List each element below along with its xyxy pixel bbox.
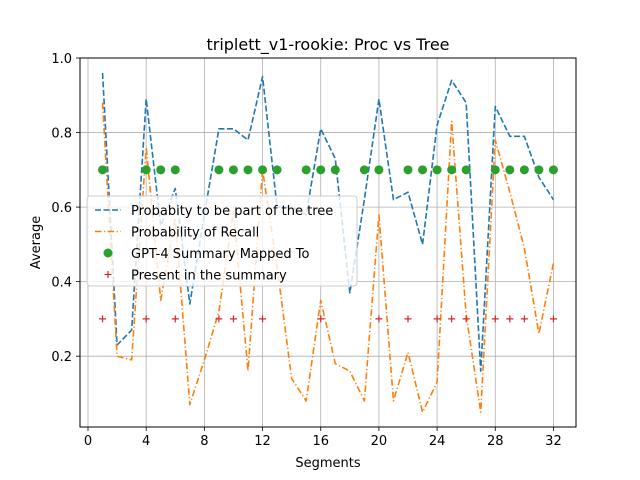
legend-box xyxy=(86,195,358,287)
series-line xyxy=(101,72,555,372)
y-tick-label: 0.6 xyxy=(51,201,72,216)
x-tick-label: 8 xyxy=(200,434,208,449)
data-point xyxy=(418,165,428,175)
x-tick-label: 20 xyxy=(371,434,388,449)
series-3 xyxy=(98,165,558,175)
legend-handle xyxy=(104,271,112,278)
y-tick-label: 0.2 xyxy=(51,350,72,365)
legend-handle xyxy=(103,248,113,258)
data-point xyxy=(374,165,384,175)
data-point xyxy=(229,315,237,323)
data-point xyxy=(228,165,238,175)
y-tick-label: 1.0 xyxy=(51,52,72,67)
data-point xyxy=(433,315,441,323)
data-point xyxy=(404,315,412,323)
legend-label: Probability of Recall xyxy=(131,226,259,241)
data-point xyxy=(462,315,470,323)
data-point xyxy=(258,165,268,175)
data-point xyxy=(520,315,528,323)
data-point xyxy=(301,165,311,175)
data-point xyxy=(330,165,340,175)
x-tick-label: 12 xyxy=(254,434,271,449)
x-tick-label: 32 xyxy=(545,434,562,449)
data-point xyxy=(141,165,151,175)
data-point xyxy=(505,165,515,175)
data-point xyxy=(548,165,558,175)
legend-label: GPT-4 Summary Mapped To xyxy=(131,247,310,262)
data-point xyxy=(403,165,413,175)
data-point xyxy=(549,315,557,323)
data-point xyxy=(491,315,499,323)
data-point xyxy=(461,165,471,175)
legend: Probabity to be part of the tree Probabil… xyxy=(86,195,358,287)
data-point xyxy=(171,315,179,323)
x-tick-label: 24 xyxy=(429,434,446,449)
data-point xyxy=(98,165,108,175)
axis-ticks: 0 4 8 12 16 20 24 28 32 0.2 0.4 0.6 0.8 1.0 xyxy=(51,52,561,449)
data-point xyxy=(215,315,223,323)
x-axis-label: Segments xyxy=(295,456,361,471)
x-tick-label: 4 xyxy=(142,434,150,449)
data-point xyxy=(375,315,383,323)
data-point xyxy=(506,315,514,323)
data-point xyxy=(432,165,442,175)
legend-label: Present in the summary xyxy=(131,269,287,284)
plot-frame xyxy=(79,57,577,428)
x-tick-label: 28 xyxy=(487,434,504,449)
data-point xyxy=(534,165,544,175)
y-tick-label: 0.4 xyxy=(51,276,72,291)
data-point xyxy=(156,165,166,175)
data-point xyxy=(359,165,369,175)
data-point xyxy=(142,315,150,323)
x-tick-label: 16 xyxy=(312,434,329,449)
series-1 xyxy=(101,72,555,372)
y-tick-label: 0.8 xyxy=(51,127,72,142)
data-point xyxy=(490,165,500,175)
data-point xyxy=(99,315,107,323)
data-point xyxy=(272,165,282,175)
y-axis-label: Average xyxy=(29,216,44,269)
data-point xyxy=(214,165,224,175)
chart-title: triplett_v1-rookie: Proc vs Tree xyxy=(206,35,449,55)
legend-label: Probabity to be part of the tree xyxy=(131,204,333,219)
x-tick-label: 0 xyxy=(84,434,92,449)
data-point xyxy=(519,165,529,175)
data-point xyxy=(259,315,267,323)
data-point xyxy=(447,165,457,175)
series-4 xyxy=(99,315,557,323)
data-point xyxy=(243,165,253,175)
data-point xyxy=(317,315,325,323)
data-point xyxy=(316,165,326,175)
data-point xyxy=(170,165,180,175)
data-point xyxy=(448,315,456,323)
